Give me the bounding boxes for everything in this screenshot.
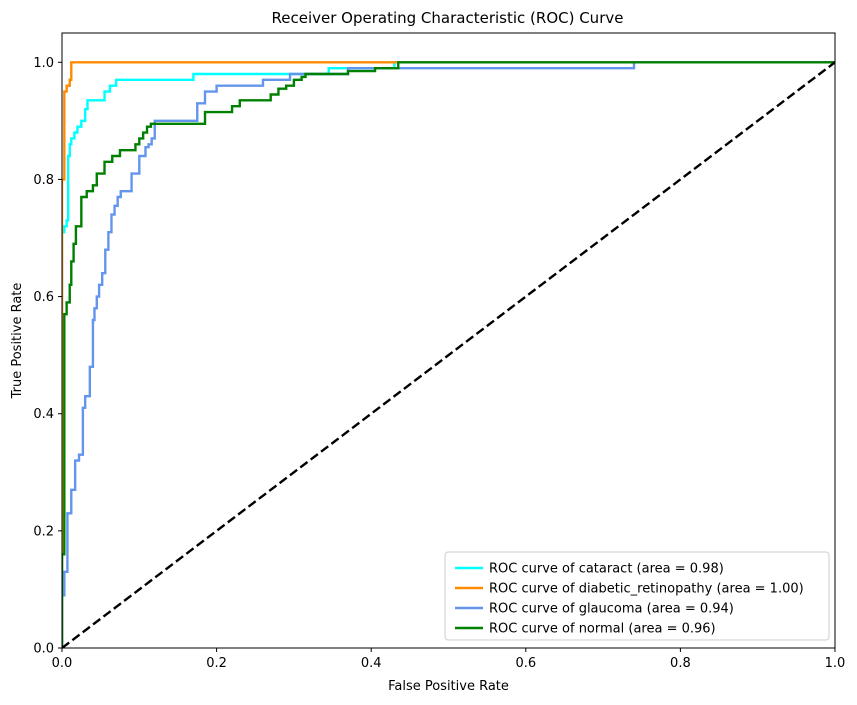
x-tick-label: 0.2 <box>206 656 227 671</box>
x-tick-label: 1.0 <box>825 656 846 671</box>
legend-label-3: ROC curve of normal (area = 0.96) <box>489 622 716 637</box>
y-tick-label: 0.6 <box>33 290 54 305</box>
legend-label-2: ROC curve of glaucoma (area = 0.94) <box>489 602 734 617</box>
legend-label-1: ROC curve of diabetic_retinopathy (area … <box>489 582 804 597</box>
y-tick-label: 1.0 <box>33 56 54 71</box>
y-tick-label: 0.2 <box>33 524 54 539</box>
legend: ROC curve of cataract (area = 0.98) ROC c… <box>444 551 830 641</box>
y-tick-label: 0.0 <box>33 642 54 657</box>
series-line-1 <box>62 61 835 648</box>
x-axis-ticks: 0.0 0.2 0.4 0.6 0.8 1.0 <box>52 648 846 671</box>
legend-box <box>444 551 830 641</box>
x-tick-label: 0.6 <box>515 656 536 671</box>
y-tick-label: 0.8 <box>33 173 54 188</box>
x-tick-label: 0.8 <box>670 656 691 671</box>
plot-frame <box>61 32 836 649</box>
marks-layer <box>62 61 835 648</box>
x-tick-label: 0.4 <box>361 656 382 671</box>
series-line-2 <box>62 61 835 648</box>
legend-label-0: ROC curve of cataract (area = 0.98) <box>489 562 724 577</box>
x-axis-label: False Positive Rate <box>388 679 509 694</box>
y-tick-label: 0.4 <box>33 407 54 422</box>
x-tick-label: 0.0 <box>52 656 73 671</box>
y-axis-label: True Positive Rate <box>10 283 25 400</box>
y-axis-ticks: 0.0 0.2 0.4 0.6 0.8 1.0 <box>33 56 62 657</box>
chart-title: Receiver Operating Characteristic (ROC) … <box>272 9 624 27</box>
reference-diagonal-line <box>62 61 835 648</box>
series-line-3 <box>62 61 835 648</box>
series-line-0 <box>62 61 835 648</box>
